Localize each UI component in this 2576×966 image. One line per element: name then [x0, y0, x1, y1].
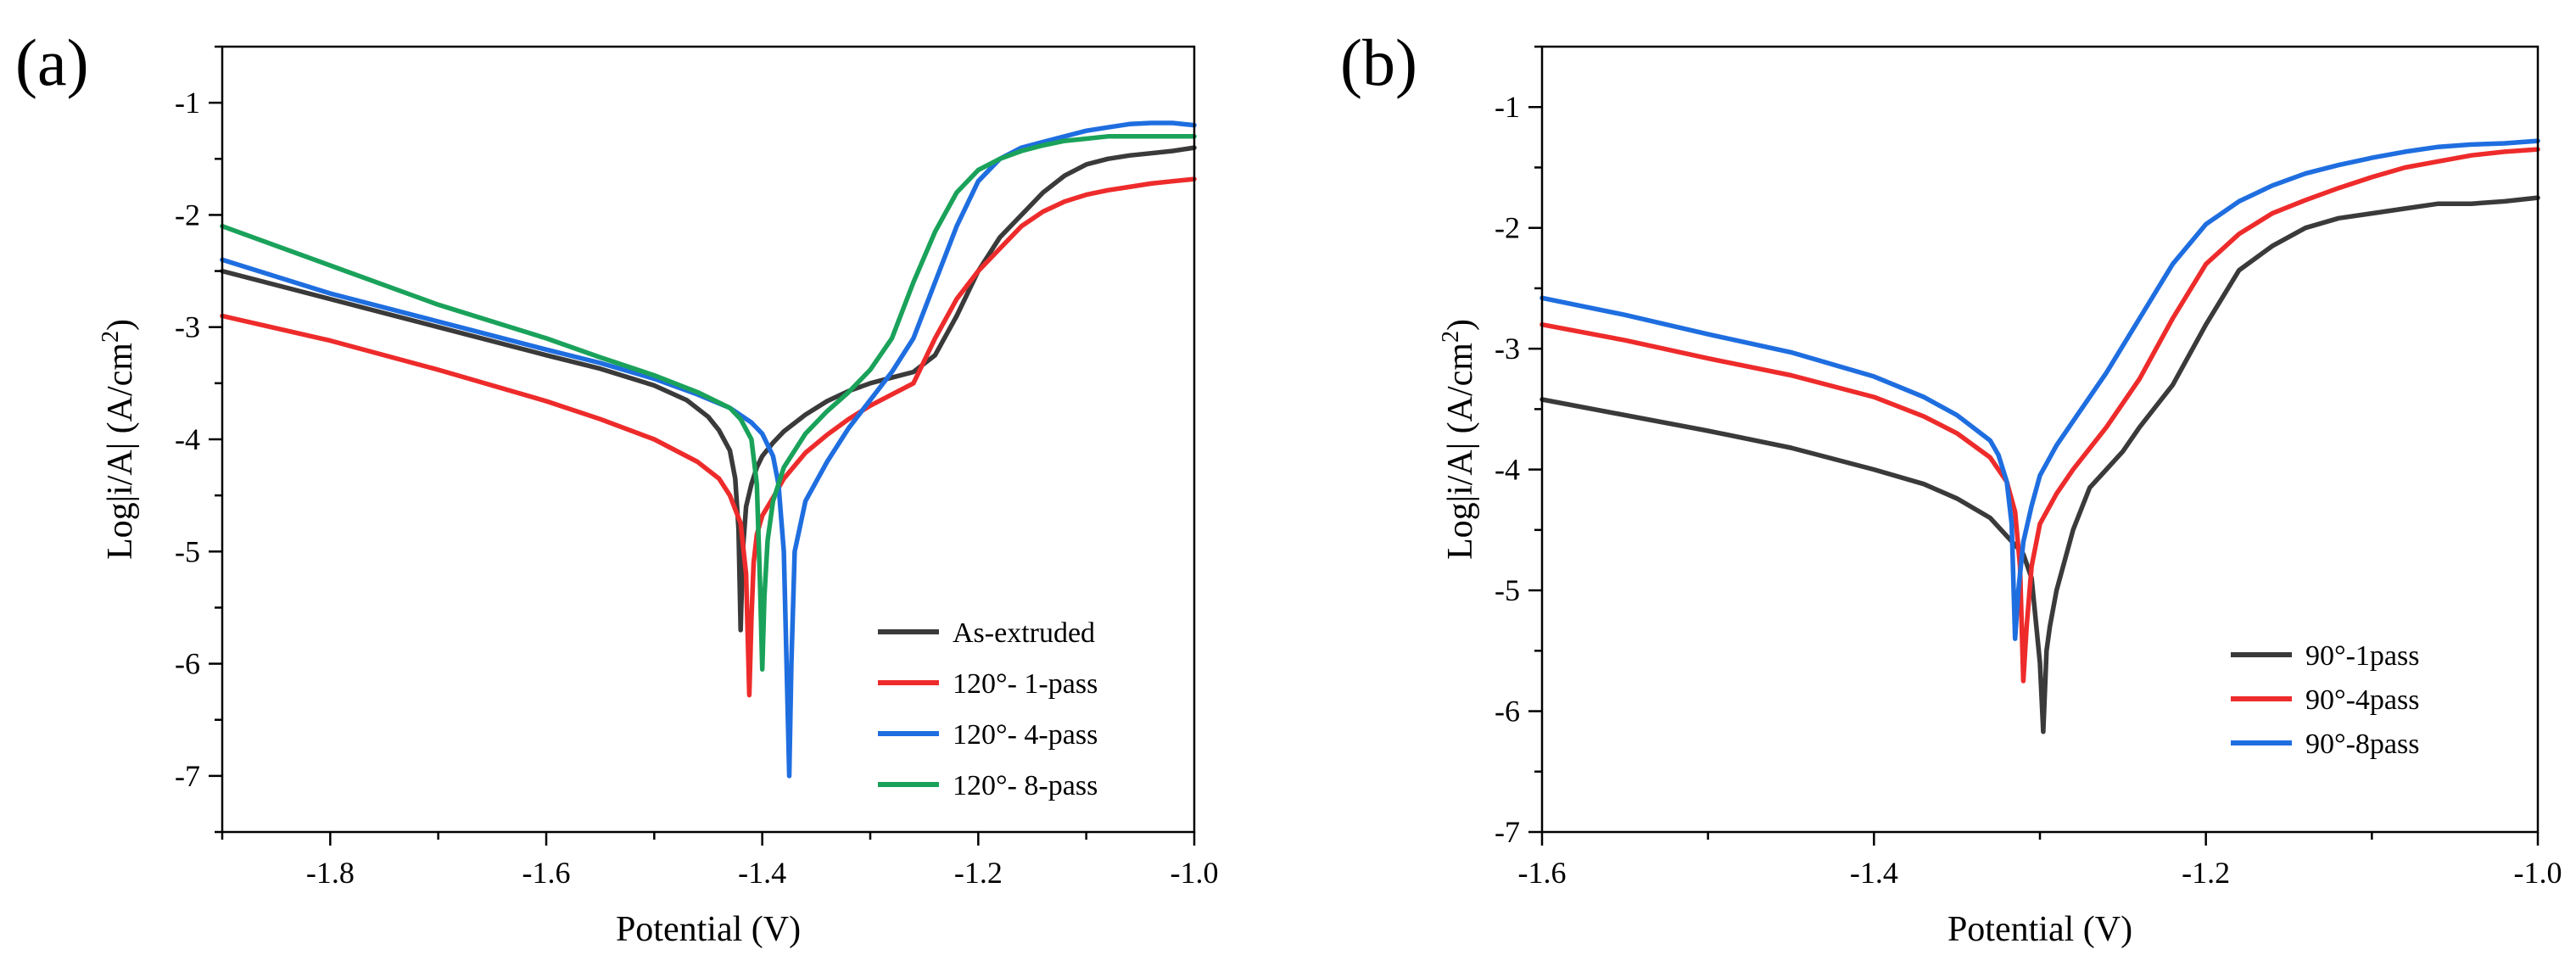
x-tick-label-a: -1.6	[522, 856, 571, 890]
y-tick-label-a: -2	[175, 198, 200, 232]
series-line-b-2	[1539, 138, 2540, 641]
y-tick-label-a: -7	[175, 759, 200, 793]
legend-label-b: 90°-4pass	[2305, 684, 2419, 716]
y-tick-label-b: -3	[1495, 332, 1520, 366]
x-tick-label-a: -1.2	[954, 856, 1003, 890]
x-tick-label-b: -1.6	[1518, 856, 1567, 890]
x-axis-title-a: Potential (V)	[616, 910, 801, 949]
y-axis-title-main: Log|i/A| (A/cm	[1441, 343, 1480, 560]
y-tick-label-a: -1	[175, 86, 200, 120]
series-line-b-1	[1539, 147, 2540, 684]
panel-label-a: (a)	[15, 25, 89, 99]
y-tick-label-b: -6	[1495, 695, 1520, 729]
y-tick-label-b: -7	[1495, 815, 1520, 849]
y-tick-label-b: -2	[1495, 211, 1520, 245]
panel-label-b: (b)	[1340, 25, 1417, 99]
legend-label-a: 120°- 1-pass	[953, 668, 1098, 700]
legend-label-b: 90°-8pass	[2305, 729, 2419, 760]
legend-label-b: 90°-1pass	[2305, 640, 2419, 672]
y-axis-title-end: )	[101, 319, 140, 331]
y-tick-label-b: -4	[1495, 453, 1520, 487]
y-tick-label-a: -3	[175, 310, 200, 344]
series-line-a-3	[220, 134, 1197, 672]
y-tick-label-a: -5	[175, 534, 200, 568]
plot-frame-a	[221, 45, 1196, 834]
x-axis-title-b: Potential (V)	[1947, 910, 2132, 949]
y-axis-title-superscript: 2	[1438, 331, 1464, 343]
y-tick-label-a: -6	[175, 647, 200, 681]
x-tick-label-a: -1.8	[306, 856, 355, 890]
y-axis-title-b: Log|i/A| (A/cm2)	[1438, 319, 1480, 560]
series-line-a-0	[220, 145, 1197, 633]
panel-a-chart: -1.8 -1.6 -1.4 -1.2 -1.0 -7 -6 -5 -4 -3 -2 -1 Potent…	[15, 25, 1219, 949]
y-tick-label-b: -1	[1495, 90, 1520, 124]
y-axis-title-a: Log|i/A| (A/cm2)	[98, 319, 140, 560]
y-axis-title-end: )	[1441, 319, 1480, 331]
y-axis-title-superscript: 2	[98, 331, 124, 343]
panel-b-chart: -1.6 -1.4 -1.2 -1.0 -7 -6 -5 -4 -3 -2 -1 Potential …	[1340, 25, 2562, 949]
x-tick-label-b: -1.2	[2182, 856, 2230, 890]
y-tick-label-a: -4	[175, 422, 200, 456]
y-axis-title-main: Log|i/A| (A/cm	[101, 343, 140, 560]
legend-label-a: As-extruded	[953, 617, 1095, 649]
series-line-b-0	[1539, 195, 2540, 734]
series-line-a-1	[220, 176, 1197, 698]
legend-label-a: 120°- 8-pass	[953, 770, 1098, 801]
y-tick-label-b: -5	[1495, 573, 1520, 607]
x-tick-label-a: -1.0	[1171, 856, 1219, 890]
legend-label-a: 120°- 4-pass	[953, 719, 1098, 751]
x-tick-label-a: -1.4	[738, 856, 786, 890]
x-tick-label-b: -1.4	[1850, 856, 1898, 890]
x-tick-label-b: -1.0	[2514, 856, 2562, 890]
